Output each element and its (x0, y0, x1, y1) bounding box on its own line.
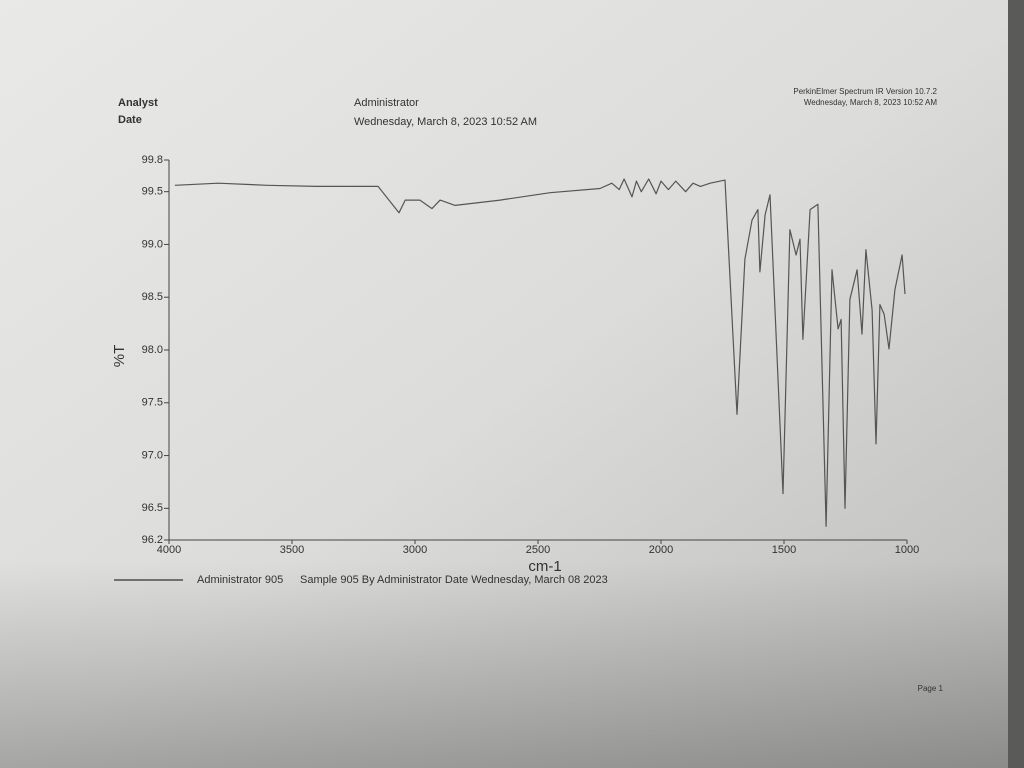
x-tick-label: 2000 (649, 544, 673, 556)
x-tick-label: 1000 (895, 544, 919, 556)
y-tick-label: 98.5 (142, 291, 163, 303)
x-tick-label: 3500 (280, 544, 304, 556)
y-tick-label: 97.5 (142, 397, 163, 409)
spectrum-line (174, 178, 906, 527)
y-tick-label: 96.2 (142, 534, 163, 546)
y-tick-label: 97.0 (142, 449, 163, 461)
legend-entry: Administrator 905 (197, 574, 283, 586)
x-tick-label: 3000 (403, 544, 427, 556)
y-tick-label: 99.8 (142, 154, 163, 166)
analyst-label: Analyst (118, 97, 158, 109)
page-edge (1008, 0, 1024, 768)
date: Wednesday, March 8, 2023 10:52 AM (354, 116, 537, 128)
legend-note: Sample 905 By Administrator Date Wednesd… (300, 574, 608, 586)
date-label: Date (118, 114, 142, 126)
y-tick-label: 96.5 (142, 502, 163, 514)
shadow (0, 560, 1024, 768)
y-tick-label: 99.0 (142, 238, 163, 250)
y-axis-label: %T (111, 345, 128, 368)
software: PerkinElmer Spectrum IR Version 10.7.2 (793, 87, 937, 96)
y-tick-label: 98.0 (142, 344, 163, 356)
x-axis-label: cm-1 (528, 558, 561, 575)
software-date: Wednesday, March 8, 2023 10:52 AM (804, 98, 937, 107)
y-tick-label: 99.5 (142, 186, 163, 198)
x-tick-label: 1500 (772, 544, 796, 556)
x-tick-label: 2500 (526, 544, 550, 556)
x-tick-label: 4000 (157, 544, 181, 556)
page-number: Page 1 (918, 684, 944, 693)
analyst: Administrator (354, 97, 419, 109)
